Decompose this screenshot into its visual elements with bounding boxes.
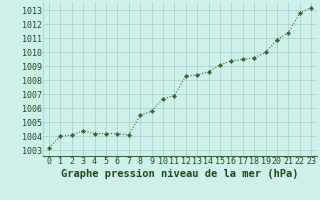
X-axis label: Graphe pression niveau de la mer (hPa): Graphe pression niveau de la mer (hPa) (61, 169, 299, 179)
